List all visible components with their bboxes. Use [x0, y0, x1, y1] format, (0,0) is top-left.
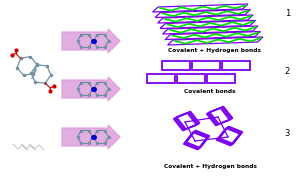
FancyArrow shape	[62, 125, 120, 149]
Text: 3: 3	[285, 129, 290, 139]
Text: Covalent + Hydrogen bonds: Covalent + Hydrogen bonds	[168, 48, 261, 53]
Text: Covalent + Hydrogen bonds: Covalent + Hydrogen bonds	[164, 164, 257, 169]
FancyArrow shape	[62, 29, 120, 53]
Text: Covalent bonds: Covalent bonds	[184, 89, 236, 94]
FancyArrow shape	[62, 77, 120, 101]
Text: 1: 1	[285, 9, 290, 19]
Text: 2: 2	[285, 67, 290, 75]
